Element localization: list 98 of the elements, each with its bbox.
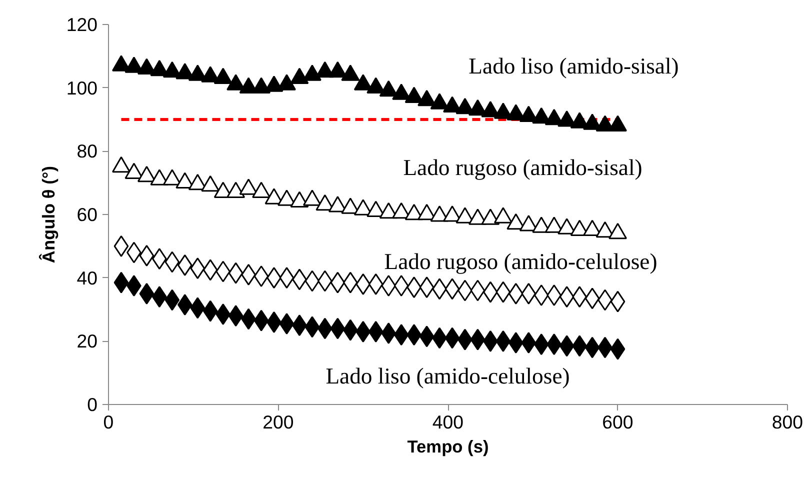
- y-axis-title: Ângulo θ (°): [38, 166, 58, 264]
- point: [354, 74, 372, 90]
- point: [468, 208, 487, 225]
- point: [342, 319, 358, 341]
- point: [419, 276, 434, 298]
- series-label: Lado rugoso (amido-celulose): [384, 249, 658, 274]
- point: [494, 207, 512, 224]
- point: [201, 175, 220, 192]
- point: [610, 338, 626, 360]
- point: [290, 191, 309, 208]
- point: [239, 178, 258, 195]
- point: [252, 182, 271, 198]
- point: [330, 272, 346, 294]
- point: [112, 156, 130, 173]
- x-tick-label: 600: [602, 412, 634, 432]
- y-tick-label: 120: [66, 14, 98, 35]
- point: [430, 93, 449, 110]
- point: [254, 310, 269, 332]
- point: [481, 208, 500, 225]
- point: [162, 169, 182, 186]
- point: [559, 335, 574, 357]
- point: [164, 289, 180, 311]
- point: [608, 222, 627, 240]
- point: [521, 332, 536, 354]
- point: [404, 86, 424, 103]
- point: [137, 166, 156, 182]
- point: [470, 280, 486, 302]
- y-tick-label: 100: [66, 77, 98, 98]
- point: [508, 282, 524, 304]
- point: [177, 294, 192, 316]
- point: [228, 305, 244, 327]
- point: [202, 300, 218, 322]
- x-tick-label: 200: [262, 412, 294, 432]
- series-label: Lado liso (amido-celulose): [326, 364, 570, 389]
- point: [584, 336, 600, 358]
- point: [214, 68, 232, 84]
- x-tick-label: 400: [432, 412, 464, 432]
- point: [559, 286, 574, 308]
- point: [341, 64, 360, 81]
- point: [177, 254, 192, 276]
- point: [584, 288, 600, 310]
- y-tick-label: 0: [87, 394, 98, 415]
- series-label: Lado liso (amido-sisal): [468, 53, 679, 78]
- point: [534, 334, 549, 356]
- point: [139, 282, 154, 304]
- x-axis-title: Tempo (s): [407, 436, 489, 456]
- point: [366, 77, 386, 94]
- point: [342, 272, 358, 294]
- point: [190, 258, 206, 280]
- point: [279, 313, 294, 334]
- point: [330, 318, 346, 340]
- point: [470, 328, 486, 350]
- point: [190, 297, 206, 319]
- point: [546, 334, 562, 356]
- point: [381, 322, 396, 344]
- point: [381, 275, 396, 296]
- x-tick-label: 0: [103, 412, 114, 432]
- point: [442, 96, 462, 112]
- point: [610, 290, 626, 312]
- point: [508, 332, 524, 354]
- point: [114, 235, 129, 257]
- point: [444, 278, 460, 300]
- point: [328, 61, 347, 78]
- point: [202, 259, 218, 281]
- point: [368, 320, 384, 342]
- point: [254, 266, 269, 287]
- point: [444, 327, 460, 349]
- point: [379, 80, 398, 97]
- point: [496, 281, 511, 303]
- point: [114, 272, 129, 294]
- point: [228, 262, 244, 284]
- point: [139, 244, 154, 266]
- point: [394, 275, 409, 296]
- y-tick-label: 40: [76, 267, 98, 288]
- point: [546, 284, 562, 306]
- point: [368, 273, 384, 295]
- point: [521, 282, 536, 304]
- point: [124, 162, 144, 179]
- point: [394, 324, 409, 346]
- point: [277, 190, 296, 206]
- point: [279, 267, 294, 289]
- point: [164, 251, 180, 273]
- point: [290, 68, 309, 84]
- point: [496, 330, 511, 352]
- y-tick-label: 80: [76, 140, 98, 162]
- point: [304, 316, 320, 338]
- y-tick-label: 20: [76, 330, 98, 352]
- point: [226, 182, 246, 198]
- point: [302, 190, 322, 206]
- point: [418, 90, 436, 106]
- x-tick-label: 800: [772, 412, 804, 432]
- series-label: Lado rugoso (amido-sisal): [403, 155, 642, 180]
- point: [534, 284, 549, 306]
- y-tick-label: 60: [76, 204, 98, 225]
- point: [356, 320, 371, 342]
- point: [304, 270, 320, 292]
- point: [419, 326, 434, 348]
- point: [356, 273, 371, 295]
